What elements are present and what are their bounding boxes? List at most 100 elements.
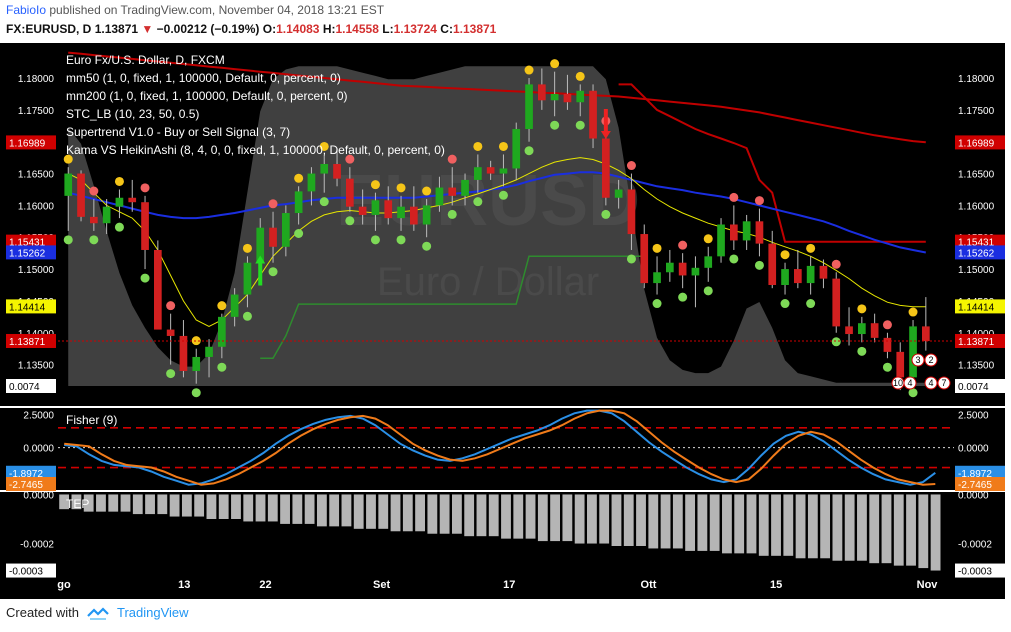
signal-dot [626,161,636,171]
tep-bar [550,494,561,542]
signal-dot [754,260,764,270]
time-tick-label: Set [373,579,390,591]
signal-dot [550,120,560,130]
stc-area [68,66,926,386]
signal-dot [831,259,841,269]
candle-body [870,323,879,338]
signal-dot [140,183,150,193]
tep-title: TEP [66,497,89,511]
fisher-value-label-right: -2.7465 [958,480,992,491]
tradingview-brand-link[interactable]: TradingView [116,605,189,620]
candle-body [832,278,841,327]
candle-body [486,167,495,174]
tep-bar [243,494,254,522]
tep-bar [169,494,180,517]
chart-area[interactable]: EURUSDEuro / Dollar1.180001.180001.17500… [0,40,1011,600]
low-value: 1.13724 [393,22,437,36]
tep-bar [611,494,622,546]
indicator-legend-2: mm200 (1, 0, fixed, 1, 100000, Default, … [66,89,348,103]
price-tick-right: 1.13500 [958,361,995,372]
candle-body [845,326,853,335]
candle-body [115,197,124,207]
down-arrow-icon: ▼ [141,22,154,36]
tep-tick-left: -0.0002 [20,540,54,551]
fisher-value-label-left: -1.8972 [9,469,43,480]
signal-dot [268,267,278,277]
price-tick-left: 1.16500 [18,170,55,181]
author-name[interactable]: FabioIo [6,3,47,17]
tep-value-label-left: -0.0003 [9,567,43,578]
candle-body [717,224,725,257]
signal-dot [524,146,534,156]
tep-bar [587,494,597,544]
published-text: published on TradingView.com, November 0… [49,3,385,17]
signal-dot [703,234,713,244]
tep-bar [231,494,241,519]
candle-body [422,205,431,225]
supertrend-support-line [260,255,645,359]
price-label-right-bg [955,135,1005,150]
price-label-left-bg [6,234,56,249]
candle-body [102,206,111,224]
tep-bar [881,494,892,564]
tep-bar [623,494,634,546]
tep-bar [906,494,916,566]
tep-bar [378,494,389,529]
candle-body [806,265,815,284]
tep-value-label-right: -0.0003 [958,567,992,578]
indicator-legend-1: mm50 (1, 0, fixed, 1, 100000, Default, 0… [66,71,341,85]
candle-body [538,84,546,101]
tep-bar [280,494,290,524]
price-label-left: 1.15262 [9,248,46,259]
tep-bar [292,494,303,524]
tep-bar [488,494,499,537]
tep-bar [574,494,585,544]
signal-dot [754,196,764,206]
tep-bar [476,494,487,537]
time-axis-bg [0,573,1005,599]
candle-body [691,267,700,276]
price-tick-left: 1.15000 [18,265,55,276]
tep-bar [734,494,745,554]
candle-body [320,164,329,174]
indicator-legend-5: Kama VS HeikinAshi (8, 4, 0, 0, fixed, 1… [66,143,445,157]
price-tick-right: 1.18000 [958,74,995,85]
event-badge-icon [924,353,938,367]
fisher-value-label-left-bg [6,477,56,492]
tep-bar [329,494,340,527]
left-axis-bg-1 [0,43,58,406]
candle-body [154,249,162,330]
candle-body [166,329,175,336]
tep-bar [439,494,450,534]
low-label: L: [382,22,394,36]
buy-arrow-icon [255,255,266,286]
last-price: 1.13871 [94,22,139,36]
candle-body [179,335,188,371]
signal-dot [319,141,329,151]
candle-body [525,84,533,129]
signal-dot [422,241,432,251]
tep-bar [108,494,119,512]
time-tick-label: 15 [770,579,782,591]
fisher-value-label-right-bg [955,465,1005,480]
signal-dot [89,235,99,245]
candle-body [755,221,764,244]
fisher-tick-right: 2.5000 [958,411,989,422]
fisher-value-label-right: -1.8972 [958,469,992,480]
tep-bar [685,494,696,551]
signal-dot [498,190,508,200]
candle-body [218,316,226,347]
indicator-legend-3: STC_LB (10, 23, 50, 0.5) [66,107,199,121]
tep-bar [832,494,843,561]
candle-body [768,243,777,285]
high-value: 1.14558 [335,22,379,36]
time-tick-label: 13 [178,579,190,591]
candle-body [550,93,559,101]
candle-body [256,227,265,263]
event-badge-label: 4 [907,378,912,388]
tep-bar [525,494,536,539]
tep-bar [451,494,462,534]
tep-tick-right: 0.0000 [958,490,989,501]
signal-dot [191,336,201,346]
event-badge-label: 7 [941,378,946,388]
